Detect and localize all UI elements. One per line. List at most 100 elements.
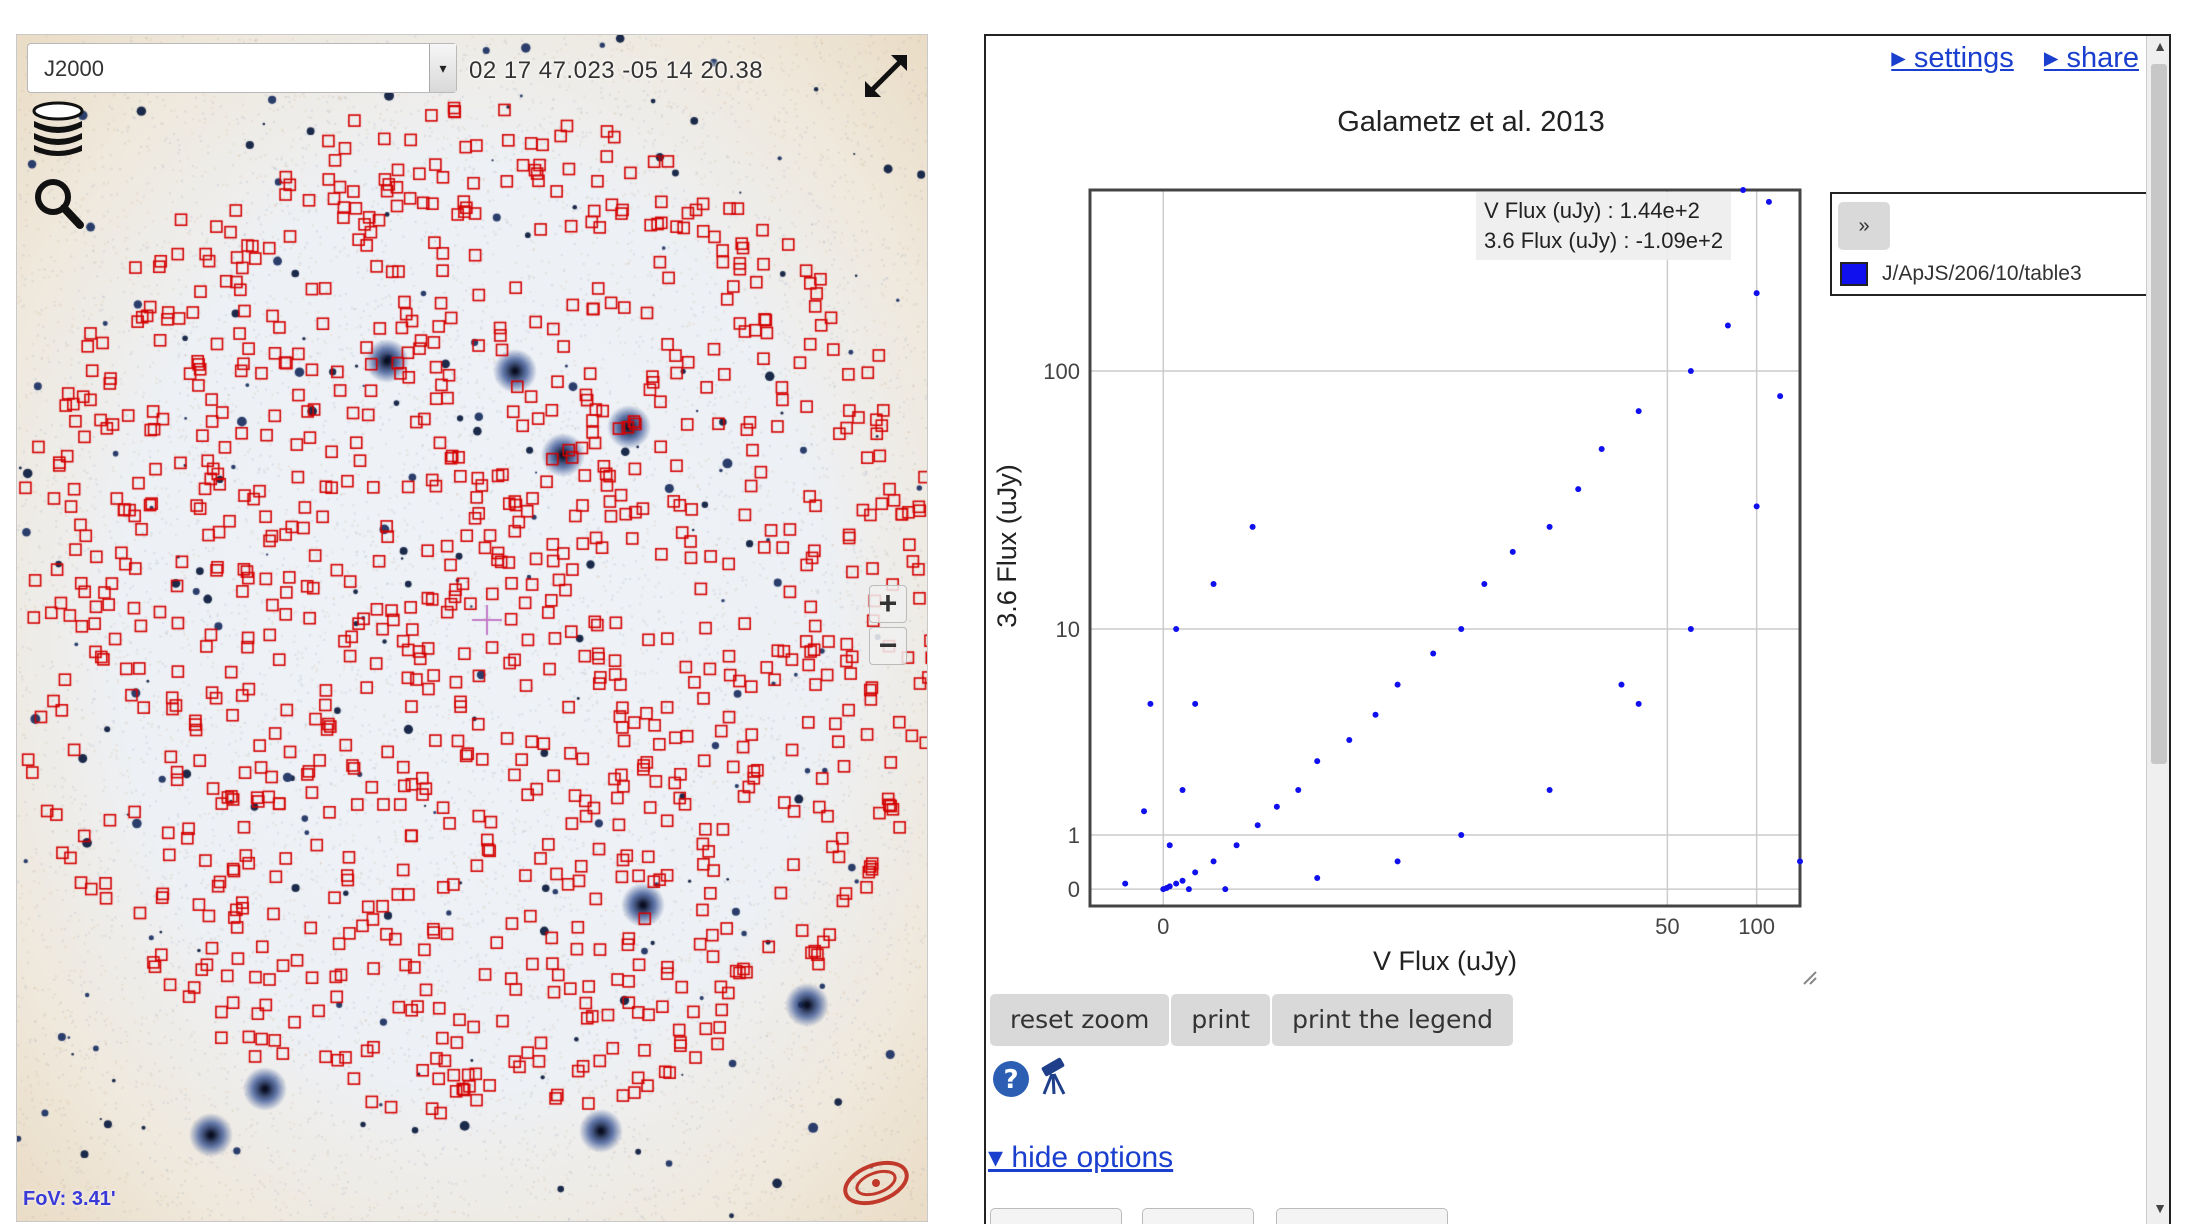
data-point — [1254, 822, 1261, 829]
scroll-down-icon[interactable]: ▼ — [2153, 1200, 2167, 1216]
chevron-down-icon[interactable]: ▾ — [429, 44, 456, 92]
data-point — [1430, 650, 1437, 657]
tooltip-line-x: V Flux (uJy) : 1.44e+2 — [1484, 198, 1700, 223]
fov-readout: FoV: 3.41' — [23, 1188, 116, 1210]
coordinates-readout: 02 17 47.023 -05 14 20.38 — [469, 57, 764, 84]
frame-select[interactable]: J2000 ▾ — [27, 43, 457, 93]
print-legend-button[interactable]: print the legend — [1272, 994, 1514, 1046]
data-point — [1173, 626, 1180, 633]
legend-label: J/ApJS/206/10/table3 — [1882, 262, 2082, 285]
data-point — [1458, 832, 1465, 839]
data-point — [1210, 858, 1217, 865]
data-point — [1179, 877, 1186, 884]
data-point — [1185, 886, 1192, 893]
legend: » J/ApJS/206/10/table3 — [1830, 192, 2148, 296]
data-point — [1179, 787, 1186, 794]
data-point — [1575, 486, 1582, 493]
data-point — [1192, 869, 1199, 876]
data-point — [1314, 874, 1321, 881]
data-point — [1372, 711, 1379, 718]
x-tick-label: 100 — [1738, 914, 1775, 939]
option-tab[interactable] — [1276, 1208, 1448, 1224]
legend-toggle-button[interactable]: » — [1838, 202, 1890, 250]
vertical-scrollbar[interactable]: ▲ ▼ — [2146, 36, 2169, 1224]
frame-select-value: J2000 — [44, 56, 104, 81]
sky-viewer[interactable]: J2000 ▾ 02 17 47.023 -05 14 20.38 + − Fo… — [16, 34, 928, 1222]
data-point — [1481, 581, 1488, 588]
chart-title: Galametz et al. 2013 — [1337, 106, 1605, 138]
data-point — [1273, 803, 1280, 810]
data-point — [1687, 368, 1694, 375]
y-tick-label: 1 — [1068, 823, 1080, 848]
settings-link[interactable]: ▸ settings — [1891, 42, 2014, 74]
data-point — [1295, 787, 1302, 794]
option-tab[interactable] — [1142, 1208, 1254, 1224]
data-point — [1394, 858, 1401, 865]
data-point — [1233, 842, 1240, 849]
plot-frame — [1088, 188, 1802, 908]
data-point — [1458, 626, 1465, 633]
data-point — [1173, 880, 1180, 887]
scatter-plot[interactable]: 0 1 10 100 0 50 100 V Flux (uJy) 3.6 Flux (uJy… — [986, 36, 2146, 996]
data-point — [1314, 758, 1321, 765]
telescope-icon[interactable] — [1038, 1056, 1072, 1096]
sky-image[interactable] — [17, 35, 927, 1221]
data-point — [1346, 737, 1353, 744]
data-point — [1635, 408, 1642, 415]
scroll-thumb[interactable] — [2151, 64, 2167, 764]
hide-options-link[interactable]: ▾ hide options — [988, 1141, 1174, 1174]
data-point — [1160, 886, 1167, 893]
data-point — [1724, 322, 1731, 329]
data-point — [1598, 446, 1605, 453]
data-point — [1546, 523, 1553, 530]
help-icon[interactable]: ? — [992, 1060, 1030, 1098]
data-point — [1147, 700, 1154, 707]
share-link[interactable]: ▸ share — [2043, 42, 2139, 74]
y-axis-label: 3.6 Flux (uJy) — [992, 464, 1022, 628]
y-tick-label: 0 — [1068, 877, 1080, 902]
data-point — [1122, 880, 1129, 887]
y-tick-label: 10 — [1056, 617, 1080, 642]
data-point — [1797, 858, 1803, 865]
data-point — [1546, 787, 1553, 794]
top-links: ▸ settings ▸ share — [1869, 40, 2139, 75]
data-point — [1249, 523, 1256, 530]
data-point — [1777, 393, 1784, 400]
data-point — [1753, 503, 1760, 510]
data-point — [1635, 700, 1642, 707]
fullscreen-icon[interactable] — [859, 49, 913, 103]
legend-swatch[interactable] — [1840, 262, 1868, 286]
resize-handle-icon[interactable] — [1803, 971, 1817, 985]
data-point — [1192, 700, 1199, 707]
reset-zoom-button[interactable]: reset zoom — [990, 994, 1170, 1046]
option-tab[interactable] — [990, 1208, 1122, 1224]
data-point — [1618, 681, 1625, 688]
x-tick-label: 0 — [1157, 914, 1169, 939]
x-tick-label: 50 — [1655, 914, 1679, 939]
y-tick-label: 100 — [1043, 359, 1080, 384]
tick-labels: 0 1 10 100 0 50 100 — [1043, 359, 1775, 939]
chart-buttons: reset zoom print print the legend — [990, 994, 1515, 1046]
data-point — [1166, 883, 1173, 890]
svg-text:?: ? — [1003, 1065, 1018, 1095]
data-point — [1394, 681, 1401, 688]
data-point — [1166, 842, 1173, 849]
data-point — [1210, 581, 1217, 588]
search-icon[interactable] — [31, 175, 85, 231]
data-point — [1687, 626, 1694, 633]
x-axis-label: V Flux (uJy) — [1373, 946, 1517, 976]
hover-tooltip: V Flux (uJy) : 1.44e+2 3.6 Flux (uJy) : … — [1476, 192, 1732, 260]
plot-panel: ▸ settings ▸ share Galametz et al. 2013 … — [984, 34, 2171, 1224]
cds-logo — [841, 1157, 911, 1209]
grid-lines — [1090, 190, 1800, 906]
data-points — [1122, 187, 1803, 893]
zoom-out-button[interactable]: − — [869, 627, 907, 665]
tooltip-line-y: 3.6 Flux (uJy) : -1.09e+2 — [1484, 228, 1724, 253]
data-point — [1509, 548, 1516, 555]
zoom-in-button[interactable]: + — [869, 585, 907, 623]
data-point — [1222, 886, 1229, 893]
layers-icon[interactable] — [31, 99, 85, 159]
print-button[interactable]: print — [1171, 994, 1271, 1046]
scroll-up-icon[interactable]: ▲ — [2153, 38, 2167, 54]
data-point — [1740, 187, 1747, 193]
